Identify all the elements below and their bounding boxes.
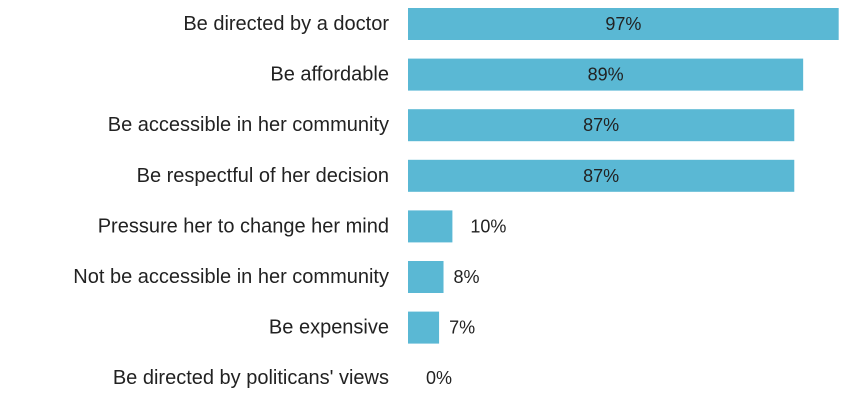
bar [408,210,453,243]
category-label: Not be accessible in her community [73,266,389,288]
value-label: 10% [470,216,506,236]
value-label: 7% [449,318,475,338]
category-label: Be accessible in her community [108,114,389,136]
category-label: Pressure her to change her mind [98,215,389,237]
bar [408,261,444,293]
category-label: Be expensive [269,317,389,339]
value-labels: 97% 89% 87% 87% 10% 8% 7% 0% [426,14,641,388]
value-label: 87% [583,115,619,135]
value-label: 0% [426,368,452,388]
category-labels: Be directed by a doctor Be affordable Be a… [73,13,389,389]
category-label: Be directed by a doctor [183,13,389,35]
bar [408,8,839,40]
value-label: 89% [588,65,624,85]
bar [408,109,795,142]
bar [408,159,795,192]
category-label: Be affordable [270,64,389,86]
category-label: Be directed by politicans' views [113,367,389,389]
value-label: 87% [583,166,619,186]
value-label: 97% [605,14,641,34]
bars [408,8,839,344]
bar [408,58,804,91]
value-label: 8% [454,267,480,287]
category-label: Be respectful of her decision [137,165,389,187]
bar [408,311,440,344]
